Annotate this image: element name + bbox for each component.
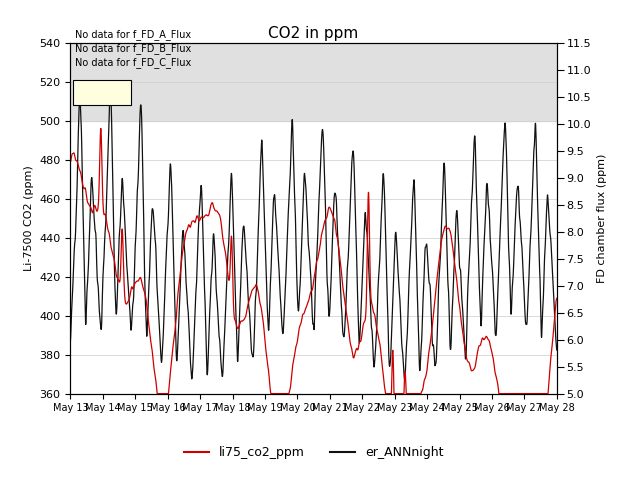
Text: No data for f_FD_B_Flux: No data for f_FD_B_Flux [76, 43, 191, 54]
Title: CO2 in ppm: CO2 in ppm [268, 25, 359, 41]
Text: BC_flux: BC_flux [81, 87, 124, 97]
Y-axis label: FD chamber flux (ppm): FD chamber flux (ppm) [596, 154, 607, 283]
Bar [70, 43, 557, 121]
Y-axis label: Li-7500 CO2 (ppm): Li-7500 CO2 (ppm) [24, 166, 34, 271]
Legend: li75_co2_ppm, er_ANNnight: li75_co2_ppm, er_ANNnight [179, 442, 448, 465]
Text: No data for f_FD_A_Flux: No data for f_FD_A_Flux [76, 29, 191, 40]
Text: No data for f_FD_C_Flux: No data for f_FD_C_Flux [76, 57, 191, 68]
FancyBboxPatch shape [73, 80, 131, 105]
